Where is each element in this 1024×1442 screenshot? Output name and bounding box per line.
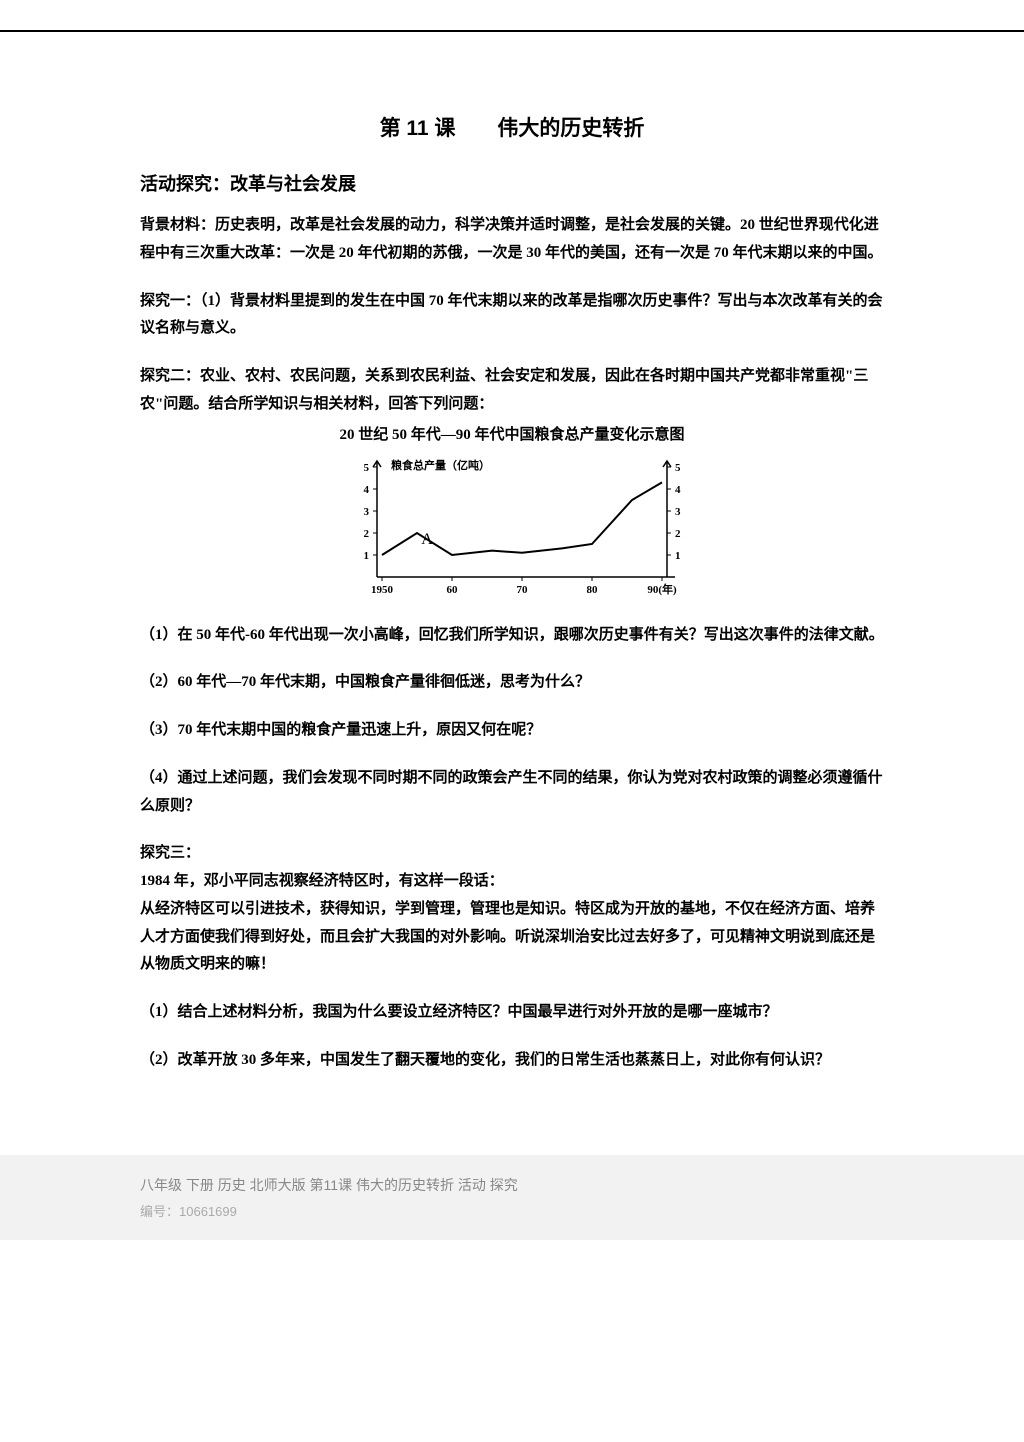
chart-container: 1 2 3 4 5 1 2 3 4 5 1950 60 70 80 90(年) 粮食总产量（亿吨） A xyxy=(140,452,884,602)
watermark-footer: 八年级 下册 历史 北师大版 第11课 伟大的历史转折 活动 探究 编号：106… xyxy=(0,1155,1024,1240)
svg-text:2: 2 xyxy=(364,528,370,540)
inquiry-three-q2: （2）改革开放 30 多年来，中国发生了翻天覆地的变化，我们的日常生活也蒸蒸日上… xyxy=(140,1047,884,1075)
svg-text:粮食总产量（亿吨）: 粮食总产量（亿吨） xyxy=(391,458,490,472)
inquiry-two-q3: （3）70 年代末期中国的粮食产量迅速上升，原因又何在呢？ xyxy=(140,717,884,745)
inquiry-three-quote: 从经济特区可以引进技术，获得知识，学到管理，管理也是知识。特区成为开放的基地，不… xyxy=(140,896,884,979)
inquiry-three-label: 探究三： xyxy=(140,840,884,868)
inquiry-two-q2: （2）60 年代—70 年代末期，中国粮食产量徘徊低迷，思考为什么？ xyxy=(140,669,884,697)
inquiry-two-q4: （4）通过上述问题，我们会发现不同时期不同的政策会产生不同的结果，你认为党对农村… xyxy=(140,765,884,821)
svg-text:A: A xyxy=(421,531,433,548)
svg-text:3: 3 xyxy=(675,506,681,518)
background-paragraph: 背景材料：历史表明，改革是社会发展的动力，科学决策并适时调整，是社会发展的关键。… xyxy=(140,212,884,268)
inquiry-three-intro: 1984 年，邓小平同志视察经济特区时，有这样一段话： xyxy=(140,868,884,896)
watermark-id: 编号：10661699 xyxy=(140,1201,1024,1220)
svg-text:70: 70 xyxy=(517,584,529,596)
lesson-title: 第 11 课 伟大的历史转折 xyxy=(140,112,884,142)
svg-text:4: 4 xyxy=(675,484,681,496)
svg-text:60: 60 xyxy=(447,584,459,596)
svg-text:1950: 1950 xyxy=(371,584,394,596)
svg-text:2: 2 xyxy=(675,528,681,540)
chart-title: 20 世纪 50 年代—90 年代中国粮食总产量变化示意图 xyxy=(140,423,884,444)
inquiry-two-q1: （1）在 50 年代-60 年代出现一次小高峰，回忆我们所学知识，跟哪次历史事件… xyxy=(140,622,884,650)
svg-text:5: 5 xyxy=(364,462,370,474)
svg-text:1: 1 xyxy=(675,550,681,562)
section-heading: 活动探究：改革与社会发展 xyxy=(140,170,884,196)
document-page: 第 11 课 伟大的历史转折 活动探究：改革与社会发展 背景材料：历史表明，改革… xyxy=(0,30,1024,1155)
svg-text:1: 1 xyxy=(364,550,370,562)
svg-text:3: 3 xyxy=(364,506,370,518)
inquiry-two-intro: 探究二：农业、农村、农民问题，关系到农民利益、社会安定和发展，因此在各时期中国共… xyxy=(140,363,884,419)
grain-production-chart: 1 2 3 4 5 1 2 3 4 5 1950 60 70 80 90(年) 粮食总产量（亿吨） A xyxy=(322,452,702,602)
svg-text:90(年): 90(年) xyxy=(647,582,677,596)
watermark-title: 八年级 下册 历史 北师大版 第11课 伟大的历史转折 活动 探究 xyxy=(140,1175,1024,1195)
svg-text:80: 80 xyxy=(587,584,599,596)
inquiry-three-q1: （1）结合上述材料分析，我国为什么要设立经济特区？中国最早进行对外开放的是哪一座… xyxy=(140,999,884,1027)
svg-text:5: 5 xyxy=(675,462,681,474)
svg-text:4: 4 xyxy=(364,484,370,496)
inquiry-one: 探究一：（1）背景材料里提到的发生在中国 70 年代末期以来的改革是指哪次历史事… xyxy=(140,288,884,344)
